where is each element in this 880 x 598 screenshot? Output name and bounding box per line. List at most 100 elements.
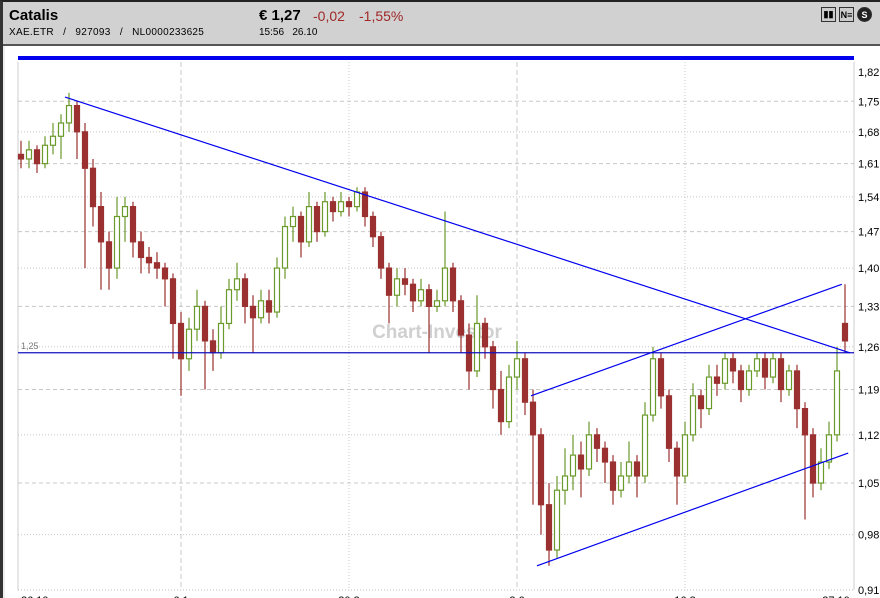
candle-body <box>761 358 769 378</box>
candle-body <box>241 278 249 308</box>
candle-body <box>521 358 529 403</box>
candle-body <box>113 215 121 269</box>
candle-body <box>41 144 49 165</box>
candle-body <box>401 278 409 285</box>
candle-body <box>321 201 329 233</box>
chart-area: 1,82 1,75 1,68 1,61 1,54 1,47 1,40 1,33 1,26 1,19… <box>3 46 880 598</box>
candle-body <box>769 358 777 378</box>
candle-body <box>377 236 385 269</box>
candle-body <box>145 256 153 264</box>
candle-body <box>225 289 233 325</box>
candle-body <box>561 475 569 491</box>
y-tick-label: 1,82 <box>858 67 879 79</box>
candle-body <box>721 358 729 384</box>
candle-body <box>297 215 305 243</box>
s-icon[interactable]: S <box>857 7 872 22</box>
candle-body <box>545 504 553 551</box>
candle-body <box>689 395 697 436</box>
x-tick-label: 2.6 <box>509 595 524 598</box>
candle-body <box>649 358 657 416</box>
x-tick-label: 20.3 <box>338 595 359 598</box>
y-tick-label: 0,98 <box>858 530 879 542</box>
candle-body <box>801 408 809 436</box>
candle-body <box>129 206 137 243</box>
y-tick-label: 1,05 <box>858 478 879 490</box>
candle-body <box>433 300 441 308</box>
candle-body <box>833 370 841 436</box>
y-tick-label: 1,19 <box>858 385 879 397</box>
x-tick-label: 6.1 <box>173 595 188 598</box>
candle-body <box>201 305 209 342</box>
y-tick-label: 1,47 <box>858 227 879 239</box>
candle-body <box>233 278 241 291</box>
candle-body <box>193 305 201 330</box>
candle-body <box>513 358 521 378</box>
price-change: -0,02 <box>313 8 345 24</box>
candle-body <box>665 395 673 449</box>
candle-body <box>729 358 737 372</box>
candle-body <box>57 122 65 137</box>
candle-body <box>569 454 577 477</box>
quote-time: 15:56 26.10 <box>259 27 317 38</box>
x-tick-label: 16.8 <box>674 595 695 598</box>
candle-body <box>529 401 537 436</box>
candle-body <box>65 104 73 124</box>
x-tick-label: 27.10 <box>822 595 850 598</box>
candle-body <box>385 267 393 296</box>
candle-body <box>49 135 57 146</box>
candle-body <box>457 300 465 336</box>
candle-body <box>361 191 369 218</box>
candle-body <box>841 322 849 342</box>
x-tick-label: 26.10 <box>21 595 49 598</box>
candle-body <box>473 322 481 372</box>
y-tick-label: 1,54 <box>858 192 879 204</box>
candle-body <box>265 300 273 313</box>
candle-body <box>681 434 689 477</box>
candle-body <box>105 241 113 269</box>
trendline <box>64 96 850 354</box>
candle-body <box>737 370 745 391</box>
candle-body <box>793 370 801 410</box>
candle-body <box>697 395 705 410</box>
candle-body <box>305 206 313 243</box>
trendline <box>530 283 843 397</box>
y-tick-label: 1,40 <box>858 263 879 275</box>
candle-body <box>209 340 217 354</box>
candle-body <box>17 153 25 160</box>
candle-body <box>577 454 585 470</box>
candle-body <box>537 434 545 506</box>
candle-body <box>97 206 105 243</box>
price-change-pct: -1,55% <box>359 8 404 24</box>
candle-body <box>617 475 625 491</box>
candle-body <box>425 289 433 308</box>
candle-body <box>153 262 161 269</box>
chart-icon[interactable]: ▮▮ <box>821 7 836 22</box>
candle-body <box>713 376 721 384</box>
candle-body <box>345 201 353 208</box>
candle-body <box>369 215 377 238</box>
top-bar <box>18 56 854 60</box>
y-tick-label: 0,91 <box>858 585 879 597</box>
candle-body <box>313 206 321 233</box>
candle-body <box>33 149 41 165</box>
candle-body <box>777 358 785 391</box>
candle-body <box>73 104 81 133</box>
news-icon[interactable]: N≡ <box>839 7 854 22</box>
candle-body <box>601 447 609 463</box>
candle-body <box>817 461 825 484</box>
candle-body <box>505 376 513 423</box>
candle-body <box>609 461 617 491</box>
y-tick-label: 1,26 <box>858 342 879 354</box>
candle-body <box>625 461 633 477</box>
candle-body <box>25 149 33 160</box>
y-tick-label: 1,61 <box>858 159 879 171</box>
candle-body <box>353 191 361 208</box>
candle-body <box>137 241 145 259</box>
candle-body <box>409 283 417 302</box>
y-tick-label: 1,12 <box>858 430 879 442</box>
candle-body <box>745 370 753 391</box>
candle-body <box>257 300 265 319</box>
candle-body <box>673 447 681 477</box>
candle-body <box>169 278 177 325</box>
